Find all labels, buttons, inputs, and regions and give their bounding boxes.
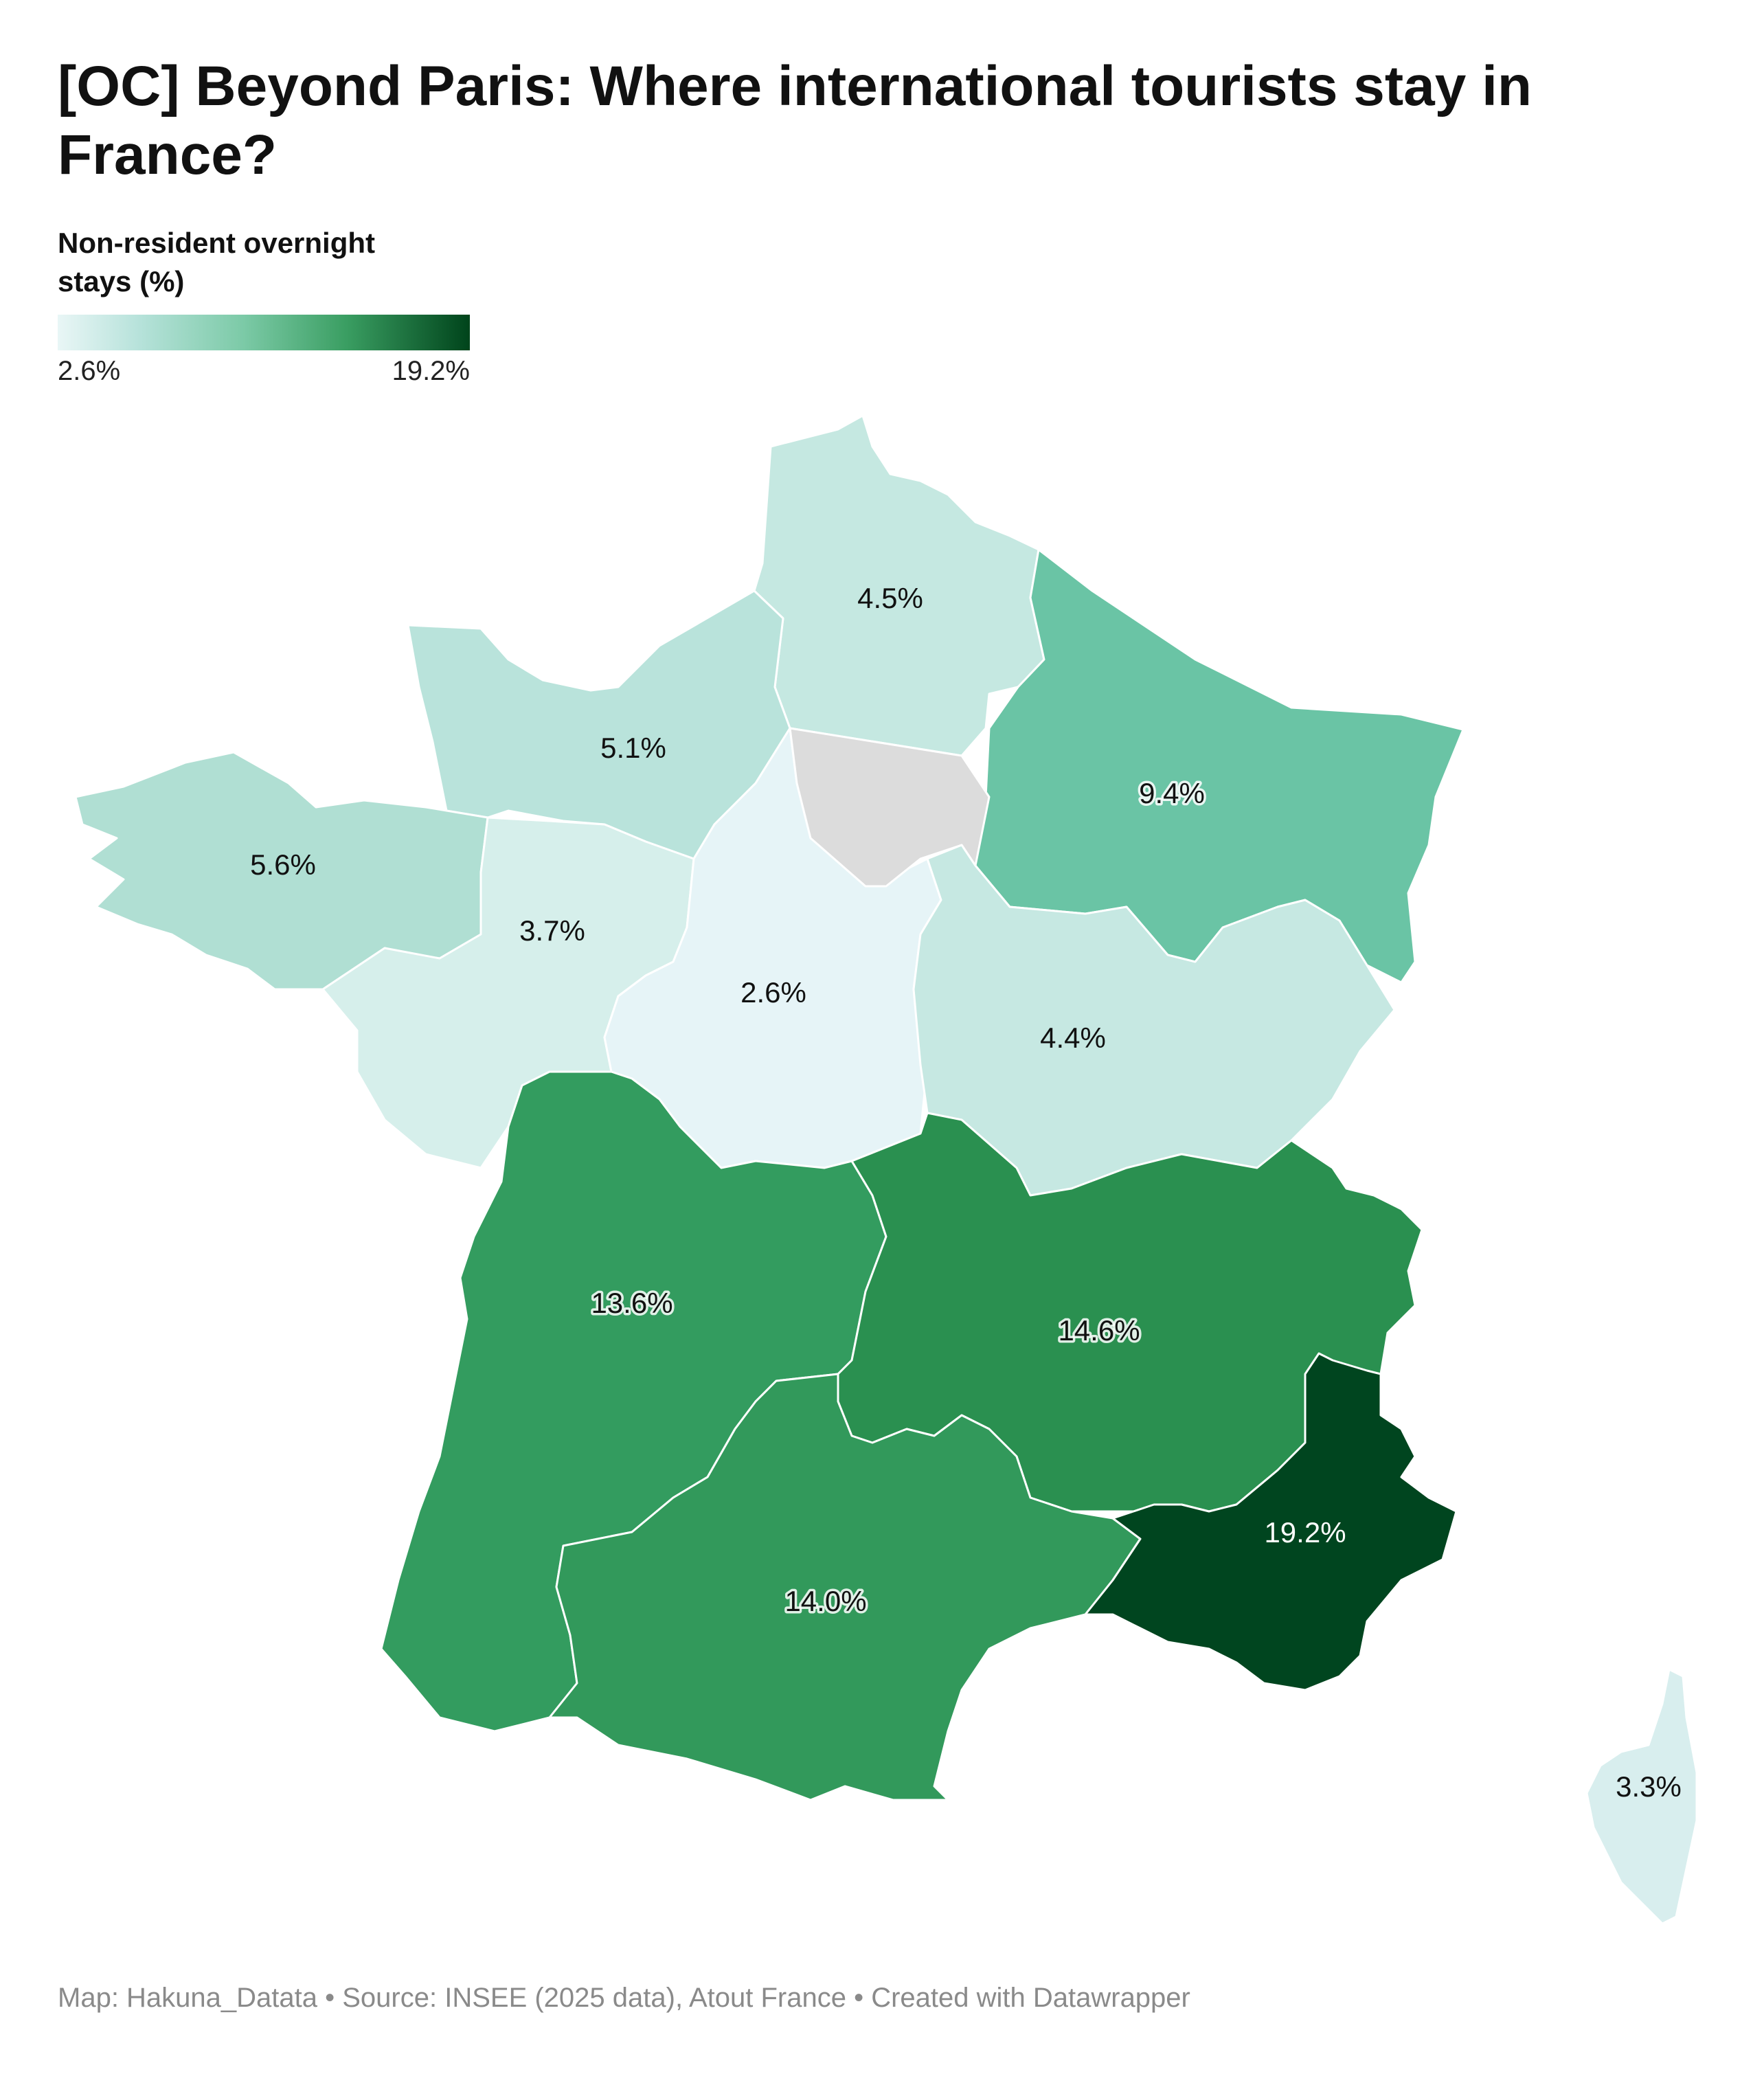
region-value-label: 14.6%: [1058, 1314, 1140, 1347]
region-provence-alpes-cote-dazur[interactable]: [1084, 1352, 1458, 1691]
legend-max-label: 19.2%: [392, 356, 470, 386]
region-value-label: 13.6%: [591, 1287, 672, 1319]
chart-title: [OC] Beyond Paris: Where international t…: [58, 55, 1533, 186]
region-bourgogne-franche-comte[interactable]: [912, 844, 1396, 1197]
region-value-label: 5.1%: [600, 732, 666, 764]
region-value-label: 2.6%: [740, 976, 806, 1009]
region-corse[interactable]: [1585, 1668, 1698, 1925]
region-ile-de-france[interactable]: [789, 727, 991, 888]
region-value-label: 3.3%: [1616, 1770, 1682, 1803]
region-value-label: 14.0%: [784, 1585, 866, 1617]
region-value-label: 4.5%: [857, 582, 923, 614]
region-value-label: 19.2%: [1264, 1516, 1346, 1549]
footer-credits: Map: Hakuna_Datata • Source: INSEE (2025…: [58, 1983, 1190, 2013]
region-value-label: 9.4%: [1139, 777, 1205, 809]
legend-title: Non-resident overnight stays (%): [58, 227, 376, 297]
color-legend: Non-resident overnight stays (%) 2.6% 19…: [58, 224, 497, 390]
region-value-label: 3.7%: [519, 914, 585, 947]
region-value-label: 4.4%: [1040, 1022, 1106, 1054]
legend-labels: 2.6% 19.2%: [58, 356, 470, 390]
legend-min-label: 2.6%: [58, 356, 121, 386]
region-occitanie[interactable]: [548, 1373, 1142, 1801]
legend-gradient-bar: [58, 315, 470, 350]
region-labels: 4.5% 5.1% 5.6% 9.4% 3.7% 2.6% 4.4% 13.6% 14.6% 14…: [250, 582, 1682, 1803]
region-value-label: 5.6%: [250, 848, 316, 881]
